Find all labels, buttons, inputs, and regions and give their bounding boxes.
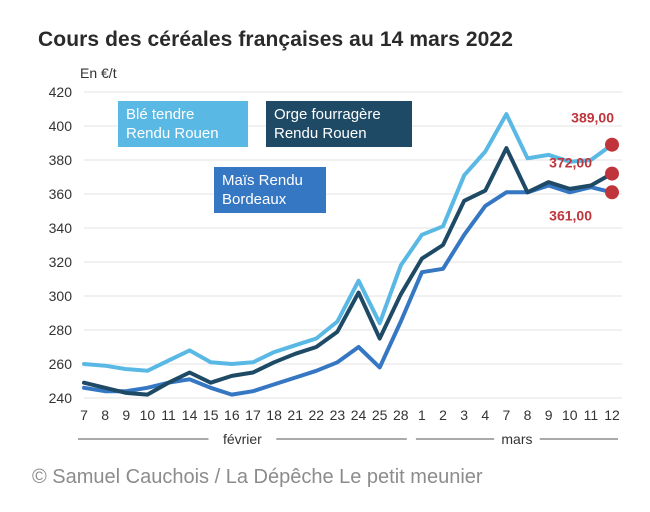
legend-swatch-1 bbox=[266, 101, 412, 147]
end-value-label-2: 361,00 bbox=[549, 207, 592, 223]
x-tick-label: 11 bbox=[161, 407, 176, 423]
x-tick-label: 18 bbox=[266, 407, 282, 423]
legend-swatch-0 bbox=[118, 101, 248, 147]
y-tick-label: 320 bbox=[49, 254, 73, 270]
x-tick-label: 2 bbox=[439, 407, 447, 423]
legend-item-1: Orge fourragère Rendu Rouen bbox=[266, 101, 412, 147]
legend-label: Orge fourragère bbox=[274, 106, 381, 123]
legend-item-2: Maïs Rendu Bordeaux bbox=[214, 167, 326, 213]
x-tick-label: 25 bbox=[372, 407, 388, 423]
x-tick-label: 17 bbox=[245, 407, 261, 423]
series-line-0 bbox=[82, 112, 614, 373]
y-tick-label: 260 bbox=[49, 356, 73, 372]
x-tick-label: 21 bbox=[287, 407, 303, 423]
x-tick-label: 12 bbox=[604, 407, 620, 423]
y-tick-label: 300 bbox=[49, 288, 73, 304]
x-tick-label: 7 bbox=[503, 407, 511, 423]
x-tick-label: 4 bbox=[481, 407, 489, 423]
x-tick-label: 8 bbox=[101, 407, 109, 423]
x-tick-label: 24 bbox=[351, 407, 367, 423]
y-tick-label: 280 bbox=[49, 322, 73, 338]
y-tick-label: 380 bbox=[49, 152, 73, 168]
unit-label: En €/t bbox=[80, 65, 117, 81]
legend-label: Maïs Rendu bbox=[222, 172, 303, 189]
month-label: février bbox=[223, 431, 262, 447]
x-tick-label: 10 bbox=[140, 407, 156, 423]
legend-swatch-2 bbox=[214, 167, 326, 213]
y-tick-label: 360 bbox=[49, 186, 73, 202]
legend-label: Blé tendre bbox=[126, 106, 194, 123]
x-tick-label: 22 bbox=[309, 407, 325, 423]
legend: Blé tendre Rendu Rouen Orge fourragère Rend… bbox=[118, 101, 412, 213]
y-tick-label: 340 bbox=[49, 220, 73, 236]
legend-item-0: Blé tendre Rendu Rouen bbox=[118, 101, 248, 147]
x-tick-label: 16 bbox=[224, 407, 240, 423]
series-lines: 389,00 372,00 361,00 bbox=[82, 110, 619, 397]
x-tick-label: 1 bbox=[418, 407, 426, 423]
series-line-1 bbox=[82, 146, 614, 397]
x-tick-label: 7 bbox=[80, 407, 88, 423]
y-tick-label: 240 bbox=[49, 390, 73, 406]
x-tick-label: 9 bbox=[545, 407, 553, 423]
x-tick-label: 14 bbox=[182, 407, 198, 423]
y-tick-label: 400 bbox=[49, 118, 73, 134]
chart-title: Cours des céréales françaises au 14 mars… bbox=[38, 28, 513, 51]
legend-label: Bordeaux bbox=[222, 191, 287, 208]
end-marker-2 bbox=[605, 185, 619, 200]
end-marker-0 bbox=[605, 137, 619, 152]
end-value-label-0: 389,00 bbox=[571, 110, 614, 126]
end-value-label-1: 372,00 bbox=[549, 155, 592, 171]
x-tick-label: 3 bbox=[460, 407, 468, 423]
month-label: mars bbox=[501, 431, 532, 447]
x-tick-label: 28 bbox=[393, 407, 409, 423]
x-tick-label: 9 bbox=[122, 407, 130, 423]
x-tick-label: 10 bbox=[562, 407, 578, 423]
x-tick-label: 8 bbox=[524, 407, 532, 423]
x-tick-label: 11 bbox=[584, 407, 599, 423]
legend-label: Rendu Rouen bbox=[274, 125, 367, 142]
x-tick-label: 15 bbox=[203, 407, 219, 423]
y-tick-label: 420 bbox=[49, 84, 73, 100]
x-tick-label: 23 bbox=[330, 407, 346, 423]
legend-label: Rendu Rouen bbox=[126, 125, 219, 142]
photo-credit: © Samuel Cauchois / La Dépêche Le petit … bbox=[32, 466, 483, 488]
end-marker-1 bbox=[605, 166, 619, 181]
